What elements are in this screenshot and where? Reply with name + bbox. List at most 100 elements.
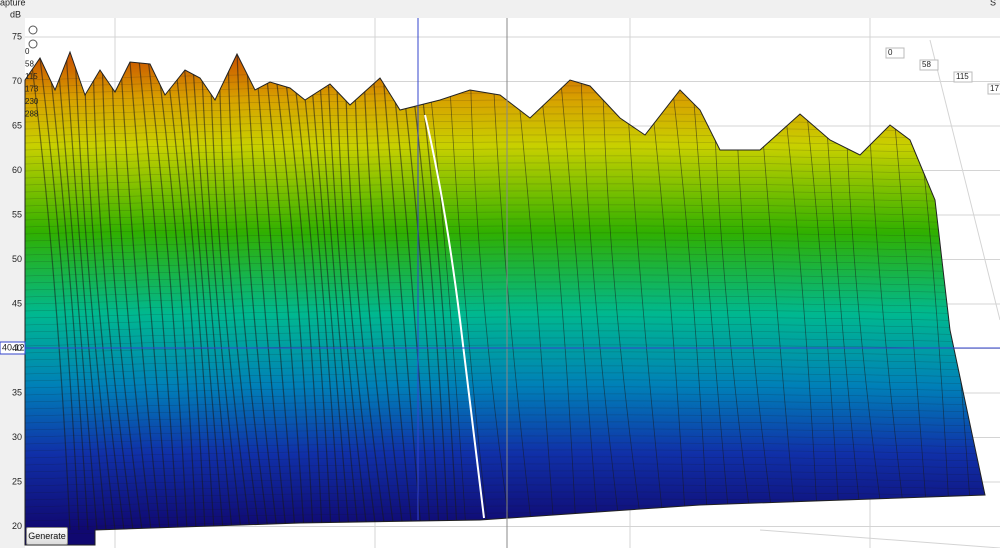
ridge	[667, 52, 709, 531]
contour	[25, 274, 985, 284]
ridge	[491, 52, 533, 531]
y-tick-label: 20	[12, 521, 22, 531]
ridge	[101, 52, 143, 531]
ridge	[299, 52, 341, 531]
contour	[25, 463, 985, 473]
ridge	[344, 52, 386, 531]
contour	[25, 309, 985, 319]
contour	[25, 316, 985, 326]
contour	[25, 435, 985, 445]
contour	[25, 183, 985, 193]
contour	[25, 169, 985, 179]
contour	[25, 484, 985, 494]
contour	[25, 211, 985, 221]
slice-label: 230	[25, 97, 39, 106]
y-tick-label: 35	[12, 387, 22, 397]
ridge	[689, 52, 731, 531]
ridge	[579, 52, 621, 531]
ridge	[601, 52, 643, 531]
slice-label: 58	[25, 60, 34, 69]
contour	[25, 379, 985, 389]
ridge	[29, 52, 71, 531]
y-tick-label: 40	[12, 343, 22, 353]
ridge	[326, 52, 368, 531]
contour	[25, 288, 985, 298]
slice-label: 0	[888, 48, 893, 57]
y-tick-label: 70	[12, 76, 22, 86]
ridge	[65, 52, 107, 531]
contour	[25, 456, 985, 466]
ridge	[362, 52, 404, 531]
slice-label: 115	[956, 72, 969, 81]
window-title: apture	[0, 0, 26, 7]
ridge	[335, 52, 377, 531]
window-title-right: S	[990, 0, 996, 7]
contour	[25, 393, 985, 403]
ridge	[416, 52, 458, 531]
ridge	[535, 52, 577, 531]
slice-label: 173	[25, 85, 39, 94]
contour	[25, 204, 985, 214]
ridge	[92, 52, 134, 531]
slice-label: 0	[25, 47, 30, 56]
contour	[25, 232, 985, 242]
ridge	[209, 52, 251, 531]
ridge	[191, 52, 233, 531]
contour	[25, 148, 985, 158]
ridge	[119, 52, 161, 531]
ridge	[74, 52, 116, 531]
contour	[25, 246, 985, 256]
y-tick-label: 55	[12, 209, 22, 219]
contour	[25, 491, 985, 501]
ridge	[317, 52, 359, 531]
ridge	[155, 52, 197, 531]
ridge	[236, 52, 278, 531]
contour	[25, 477, 985, 487]
cursor-readout: 40.12	[2, 342, 25, 352]
contour	[25, 162, 985, 172]
ridge	[173, 52, 215, 531]
contour	[25, 372, 985, 382]
slice-label-box	[987, 83, 1000, 95]
ridge	[227, 52, 269, 531]
zoom-icons[interactable]	[28, 25, 38, 49]
slice-label-box	[953, 71, 973, 83]
ridge	[290, 52, 332, 531]
ridges	[25, 52, 985, 536]
slice-line	[424, 114, 485, 519]
ridge	[56, 52, 98, 531]
ridge	[254, 52, 296, 531]
contour	[25, 218, 985, 228]
contour	[25, 449, 985, 459]
slice-label-box	[885, 47, 905, 59]
slice-label: 17	[990, 84, 999, 93]
cursor-readout-box	[0, 341, 26, 355]
ridge	[47, 52, 89, 531]
y-tick-label: 25	[12, 476, 22, 486]
contour	[25, 330, 985, 340]
y-tick-label: 75	[12, 31, 22, 41]
ridge	[110, 52, 152, 531]
ridge	[182, 52, 224, 531]
ridge	[447, 52, 489, 531]
contour	[25, 260, 985, 270]
ridge	[407, 52, 449, 531]
contour	[25, 365, 985, 375]
ridge	[371, 52, 413, 531]
ridge	[469, 52, 511, 531]
ridge	[164, 52, 206, 531]
contour	[25, 407, 985, 417]
slice-label: 58	[922, 60, 931, 69]
contour	[25, 281, 985, 291]
ridge	[83, 52, 125, 531]
contour	[25, 400, 985, 410]
contour	[25, 267, 985, 277]
generate-button[interactable]: Generate	[26, 527, 68, 545]
ridge	[353, 52, 395, 531]
contour	[25, 225, 985, 235]
contour	[25, 421, 985, 431]
contour	[25, 344, 985, 354]
contour	[25, 470, 985, 480]
contour	[25, 337, 985, 347]
